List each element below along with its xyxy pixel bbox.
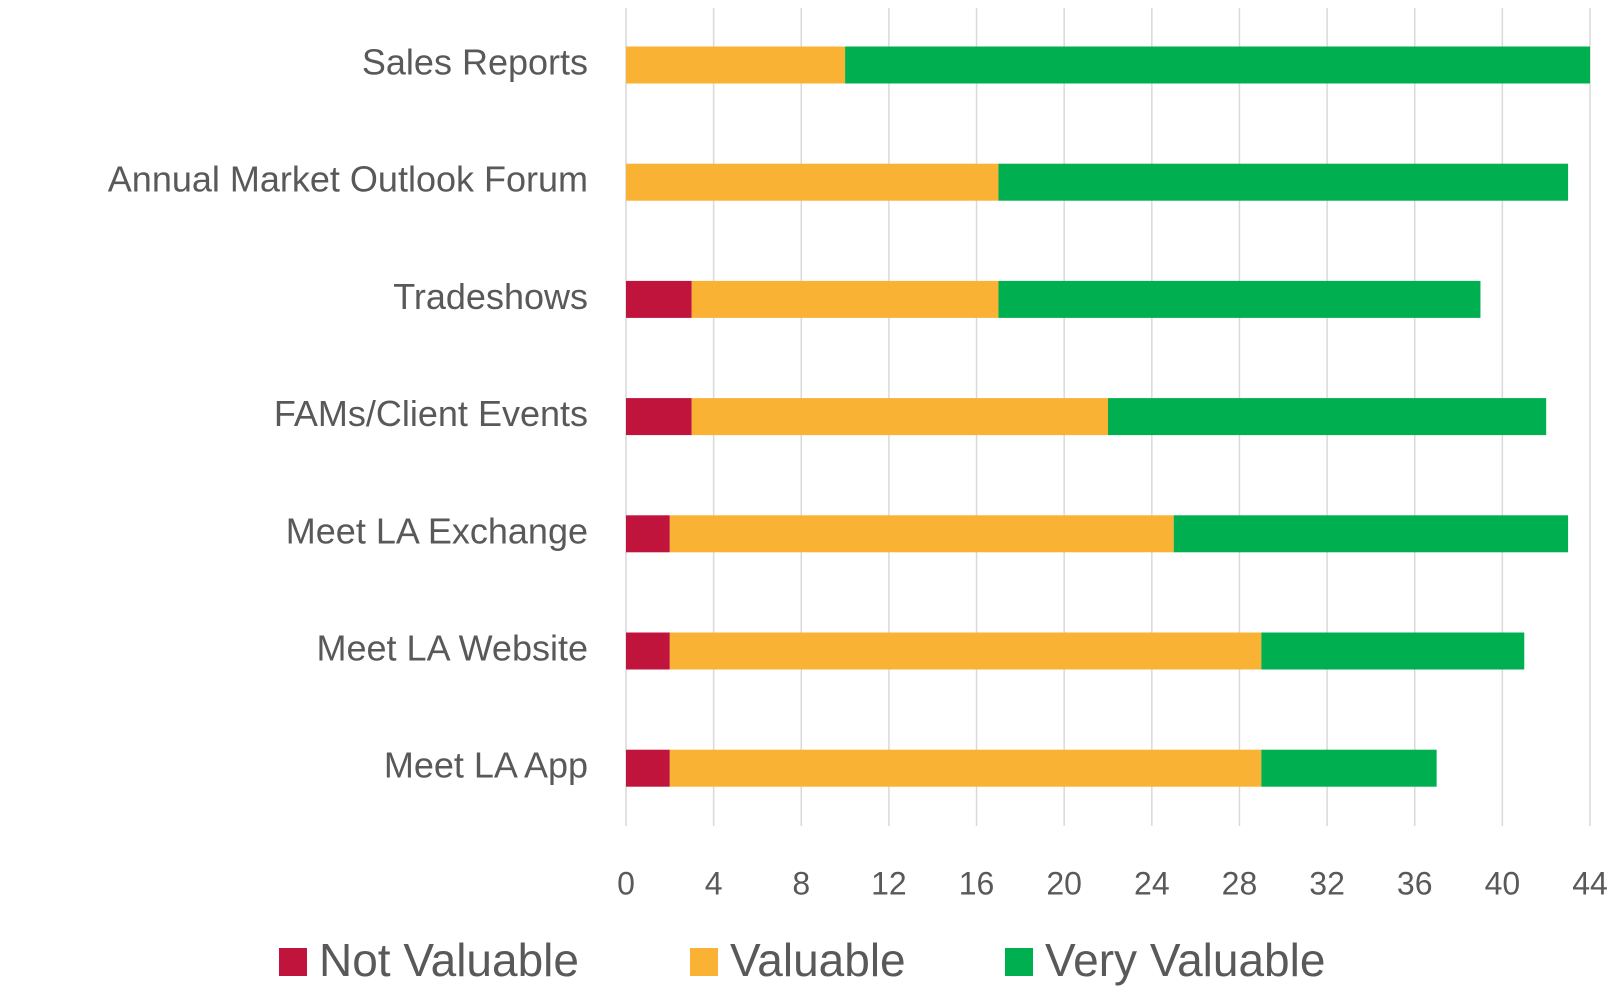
bar-segment <box>691 280 999 318</box>
x-tick-label: 36 <box>1397 865 1433 901</box>
bar-segment <box>1108 398 1547 436</box>
bar-segment <box>626 398 692 436</box>
x-tick-label: 12 <box>871 865 907 901</box>
x-tick-label: 44 <box>1572 865 1608 901</box>
legend-swatch <box>279 948 307 976</box>
bar-segment <box>626 749 670 787</box>
bar-segment <box>998 163 1569 201</box>
y-tick-label: Sales Reports <box>362 42 588 83</box>
bar-segment <box>669 515 1174 553</box>
y-tick-label: Meet LA Website <box>317 628 588 669</box>
x-tick-label: 24 <box>1134 865 1170 901</box>
legend-label: Not Valuable <box>319 934 579 986</box>
y-tick-label: Meet LA App <box>384 745 588 786</box>
bar-segment <box>1261 749 1437 787</box>
legend-swatch <box>690 948 718 976</box>
bar-segment <box>626 163 999 201</box>
x-tick-label: 8 <box>792 865 810 901</box>
bar-segment <box>626 46 846 84</box>
bar-segment <box>626 280 692 318</box>
x-tick-label: 32 <box>1309 865 1345 901</box>
x-tick-label: 0 <box>617 865 635 901</box>
bar-segment <box>626 632 670 670</box>
bar-segment <box>998 280 1481 318</box>
legend-label: Valuable <box>730 934 906 986</box>
x-tick-label: 4 <box>705 865 723 901</box>
y-tick-label: FAMs/Client Events <box>274 393 588 434</box>
y-tick-label: Meet LA Exchange <box>286 510 588 551</box>
legend-label: Very Valuable <box>1045 934 1325 986</box>
bar-segment <box>626 515 670 553</box>
bar-segment <box>1261 632 1525 670</box>
x-tick-label: 16 <box>959 865 995 901</box>
bar-segment <box>669 749 1262 787</box>
bar-segment <box>1173 515 1569 553</box>
bar-segment <box>669 632 1262 670</box>
bar-segment <box>691 398 1108 436</box>
x-tick-label: 40 <box>1485 865 1521 901</box>
legend-swatch <box>1005 948 1033 976</box>
y-tick-label: Tradeshows <box>393 276 588 317</box>
x-tick-label: 28 <box>1222 865 1258 901</box>
y-tick-label: Annual Market Outlook Forum <box>108 159 588 200</box>
bar-segment <box>845 46 1590 84</box>
x-tick-label: 20 <box>1046 865 1082 901</box>
